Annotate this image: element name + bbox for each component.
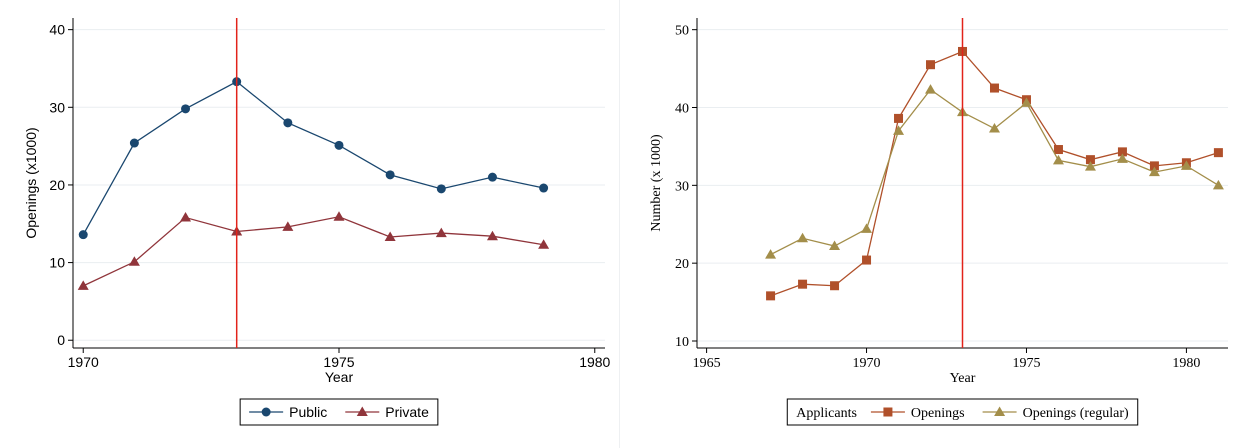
marker (333, 211, 345, 221)
marker (1180, 160, 1192, 170)
y-axis-label: Number (x 1000) (649, 134, 664, 232)
legend-label: Public (289, 404, 327, 420)
marker (988, 123, 1000, 133)
marker (894, 113, 904, 123)
y-tick-label: 10 (49, 255, 65, 271)
marker (1148, 166, 1160, 177)
legend-title: Applicants (796, 406, 857, 421)
marker (334, 140, 344, 150)
series-line (770, 88, 1219, 256)
x-axis-label: Year (325, 369, 354, 385)
marker (538, 239, 550, 249)
marker (385, 170, 395, 180)
y-tick-label: 10 (675, 335, 689, 350)
y-axis-label: Openings (x1000) (23, 127, 39, 238)
marker (1084, 161, 1096, 171)
marker (861, 223, 873, 233)
legend-label: Openings (911, 406, 965, 421)
marker (1053, 145, 1063, 155)
marker (486, 230, 498, 241)
marker (766, 291, 776, 301)
x-tick-label: 1965 (693, 356, 721, 371)
x-tick-label: 1975 (323, 354, 354, 370)
marker (180, 212, 192, 222)
divider (619, 0, 620, 448)
y-tick-label: 40 (49, 22, 65, 38)
legend-label: Private (385, 404, 429, 420)
marker (798, 279, 808, 289)
marker (539, 183, 549, 193)
marker (989, 83, 999, 93)
marker (1212, 179, 1224, 190)
marker (829, 240, 841, 251)
y-tick-label: 30 (49, 99, 65, 115)
legend: Applicants Openings Openings (regular) (786, 398, 1139, 426)
chart-right: 10 20 30 40 50 1965 1970 1975 1980 Year Number (x … (649, 18, 1228, 426)
marker (893, 125, 905, 135)
marker (925, 84, 937, 94)
marker (1052, 154, 1064, 165)
series-line (82, 216, 544, 287)
marker (356, 406, 368, 416)
marker (78, 230, 88, 240)
marker (830, 281, 840, 291)
marker (765, 249, 777, 259)
series-line (82, 80, 544, 235)
x-tick-label: 1970 (68, 354, 99, 370)
marker (1213, 148, 1223, 158)
legend-box (786, 398, 1139, 426)
legend: Public Private (239, 398, 439, 426)
y-tick-label: 40 (675, 102, 689, 117)
marker (77, 280, 89, 290)
marker (436, 184, 446, 194)
marker (926, 60, 936, 70)
x-tick-label: 1975 (1012, 356, 1040, 371)
marker (994, 406, 1006, 416)
marker (1116, 153, 1128, 163)
marker (1149, 161, 1159, 171)
marker (129, 138, 139, 148)
chart-left: 0 10 20 30 40 1970 1975 1980 Year Openings (x1000… (23, 18, 611, 426)
marker (435, 227, 447, 238)
x-tick-label: 1980 (579, 354, 610, 370)
x-tick-label: 1980 (1172, 356, 1200, 371)
y-tick-label: 20 (49, 177, 65, 193)
x-axis-label: Year (950, 371, 976, 386)
marker (384, 231, 396, 241)
marker (862, 255, 872, 265)
marker (797, 232, 809, 243)
marker (282, 221, 294, 231)
marker (181, 104, 191, 114)
marker (1020, 97, 1032, 107)
marker (487, 172, 497, 182)
marker (261, 407, 271, 417)
marker (283, 118, 293, 128)
x-tick-label: 1970 (853, 356, 881, 371)
legend-label: Openings (regular) (1023, 406, 1129, 421)
marker (128, 256, 140, 266)
marker (1085, 155, 1095, 165)
y-tick-label: 30 (675, 179, 689, 194)
y-tick-label: 20 (675, 257, 689, 272)
marker (1117, 147, 1127, 157)
y-tick-label: 0 (57, 332, 65, 348)
y-tick-label: 50 (675, 24, 689, 39)
marker (883, 407, 893, 417)
